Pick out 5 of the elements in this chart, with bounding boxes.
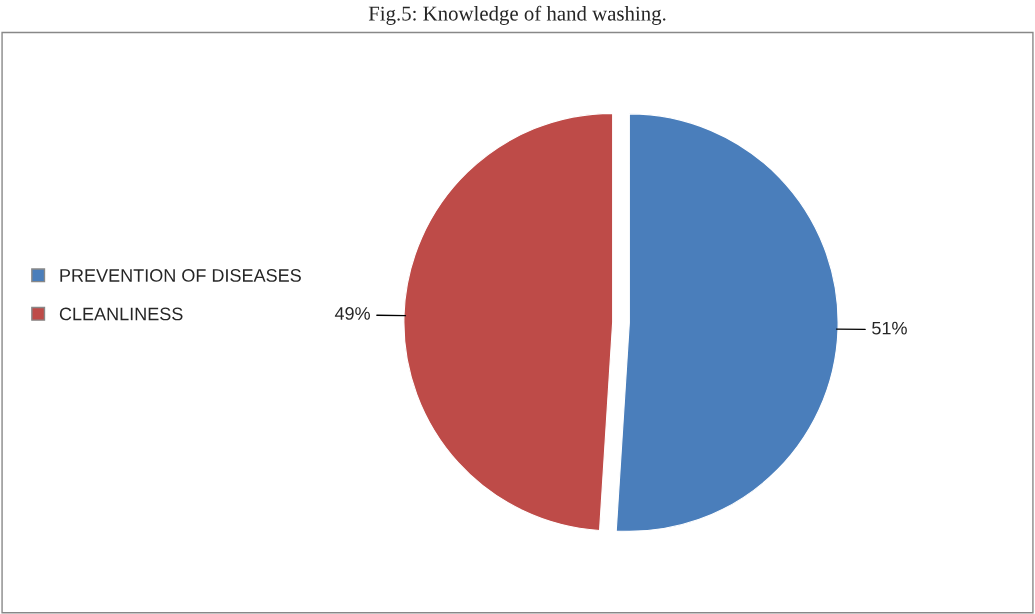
legend-label: CLEANLINESS [59, 307, 183, 321]
data-label: 49% [334, 307, 370, 320]
chart-title: Fig.5: Knowledge of hand washing. [368, 5, 666, 25]
data-label: 51% [872, 321, 907, 335]
legend-label: PREVENTION OF DISEASES [60, 269, 301, 282]
